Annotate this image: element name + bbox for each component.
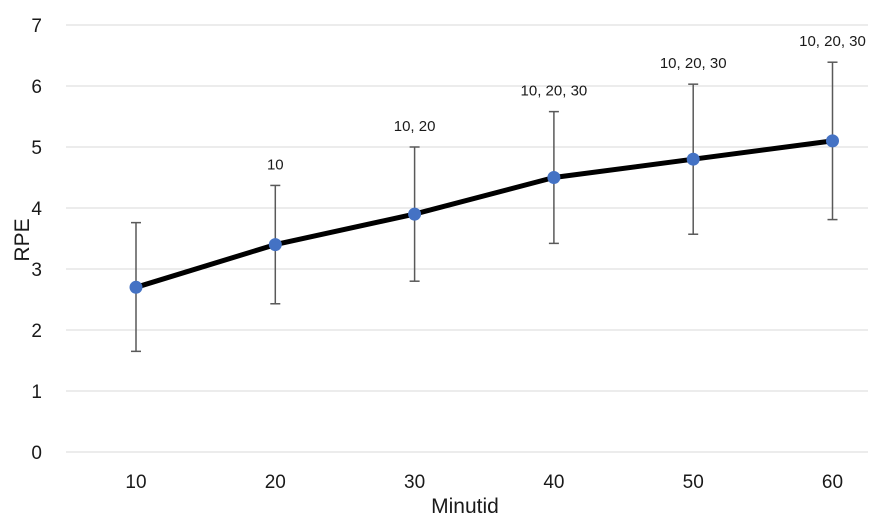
data-point-marker xyxy=(547,171,561,184)
data-point-marker xyxy=(129,280,143,294)
data-points xyxy=(129,134,839,294)
point-annotation: 10, 20, 30 xyxy=(521,83,588,100)
x-tick-label: 50 xyxy=(683,472,704,493)
y-tick-label: 7 xyxy=(31,16,42,37)
gridlines xyxy=(66,24,868,453)
x-axis-ticks: 10 20 30 40 50 60 xyxy=(125,472,843,493)
data-point-marker xyxy=(826,134,839,148)
y-axis-title: RPE xyxy=(11,218,34,261)
point-annotation: 10 xyxy=(267,156,284,173)
data-point-marker xyxy=(686,152,700,166)
y-tick-label: 5 xyxy=(31,138,42,159)
y-tick-label: 0 xyxy=(31,443,42,464)
y-axis-ticks: 0 1 2 3 4 5 6 7 xyxy=(31,16,42,464)
data-point-marker xyxy=(408,207,422,221)
point-annotation: 10, 20, 30 xyxy=(660,55,727,72)
y-tick-label: 1 xyxy=(31,382,42,403)
y-tick-label: 3 xyxy=(31,260,42,281)
y-tick-label: 4 xyxy=(31,199,42,220)
x-tick-label: 30 xyxy=(404,472,425,493)
y-tick-label: 6 xyxy=(31,77,42,98)
x-tick-label: 60 xyxy=(822,472,843,493)
point-annotation: 10, 20 xyxy=(394,118,436,135)
data-point-marker xyxy=(268,238,282,252)
series-line xyxy=(133,138,835,290)
error-bars xyxy=(131,61,838,353)
x-tick-label: 10 xyxy=(125,472,146,493)
x-tick-label: 40 xyxy=(543,472,564,493)
x-tick-label: 20 xyxy=(265,472,286,493)
series-line-group xyxy=(133,138,835,290)
point-annotation: 10, 20, 30 xyxy=(799,33,866,50)
y-tick-label: 2 xyxy=(31,321,42,342)
point-annotations: 10 10, 20 10, 20, 30 10, 20, 30 10, 20, 30 xyxy=(267,33,866,173)
x-axis-title: Minutid xyxy=(431,495,499,518)
